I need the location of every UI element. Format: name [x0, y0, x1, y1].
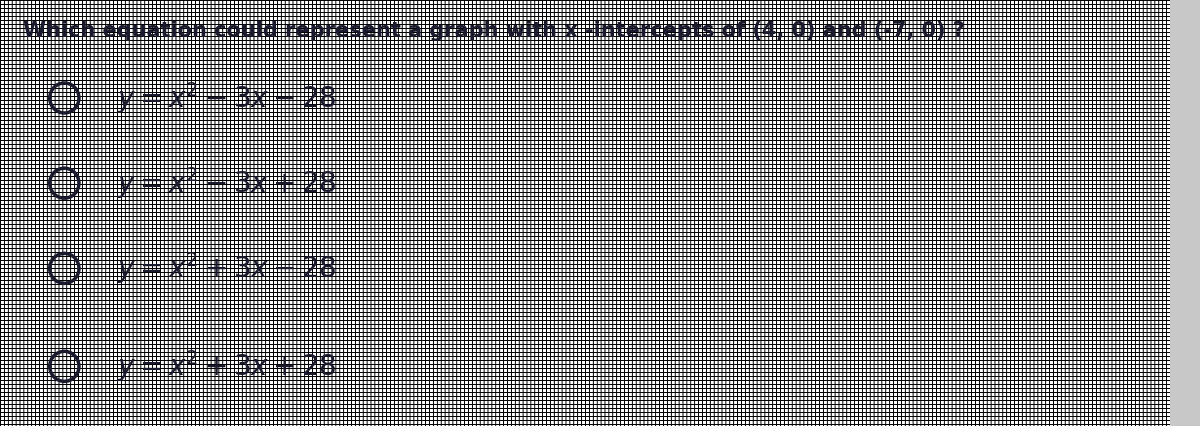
Text: Which equation could represent a graph with x -intercepts of (4, 0) and (-7, 0) : Which equation could represent a graph w… — [23, 21, 965, 41]
Text: $y = x^2 + 3x + 28$: $y = x^2 + 3x + 28$ — [116, 348, 337, 384]
Text: $y = x^2 + 3x - 28$: $y = x^2 + 3x - 28$ — [116, 250, 337, 286]
Text: $y = x^2 - 3x + 28$: $y = x^2 - 3x + 28$ — [116, 165, 337, 201]
Text: $y = x^2 - 3x - 28$: $y = x^2 - 3x - 28$ — [116, 80, 337, 116]
